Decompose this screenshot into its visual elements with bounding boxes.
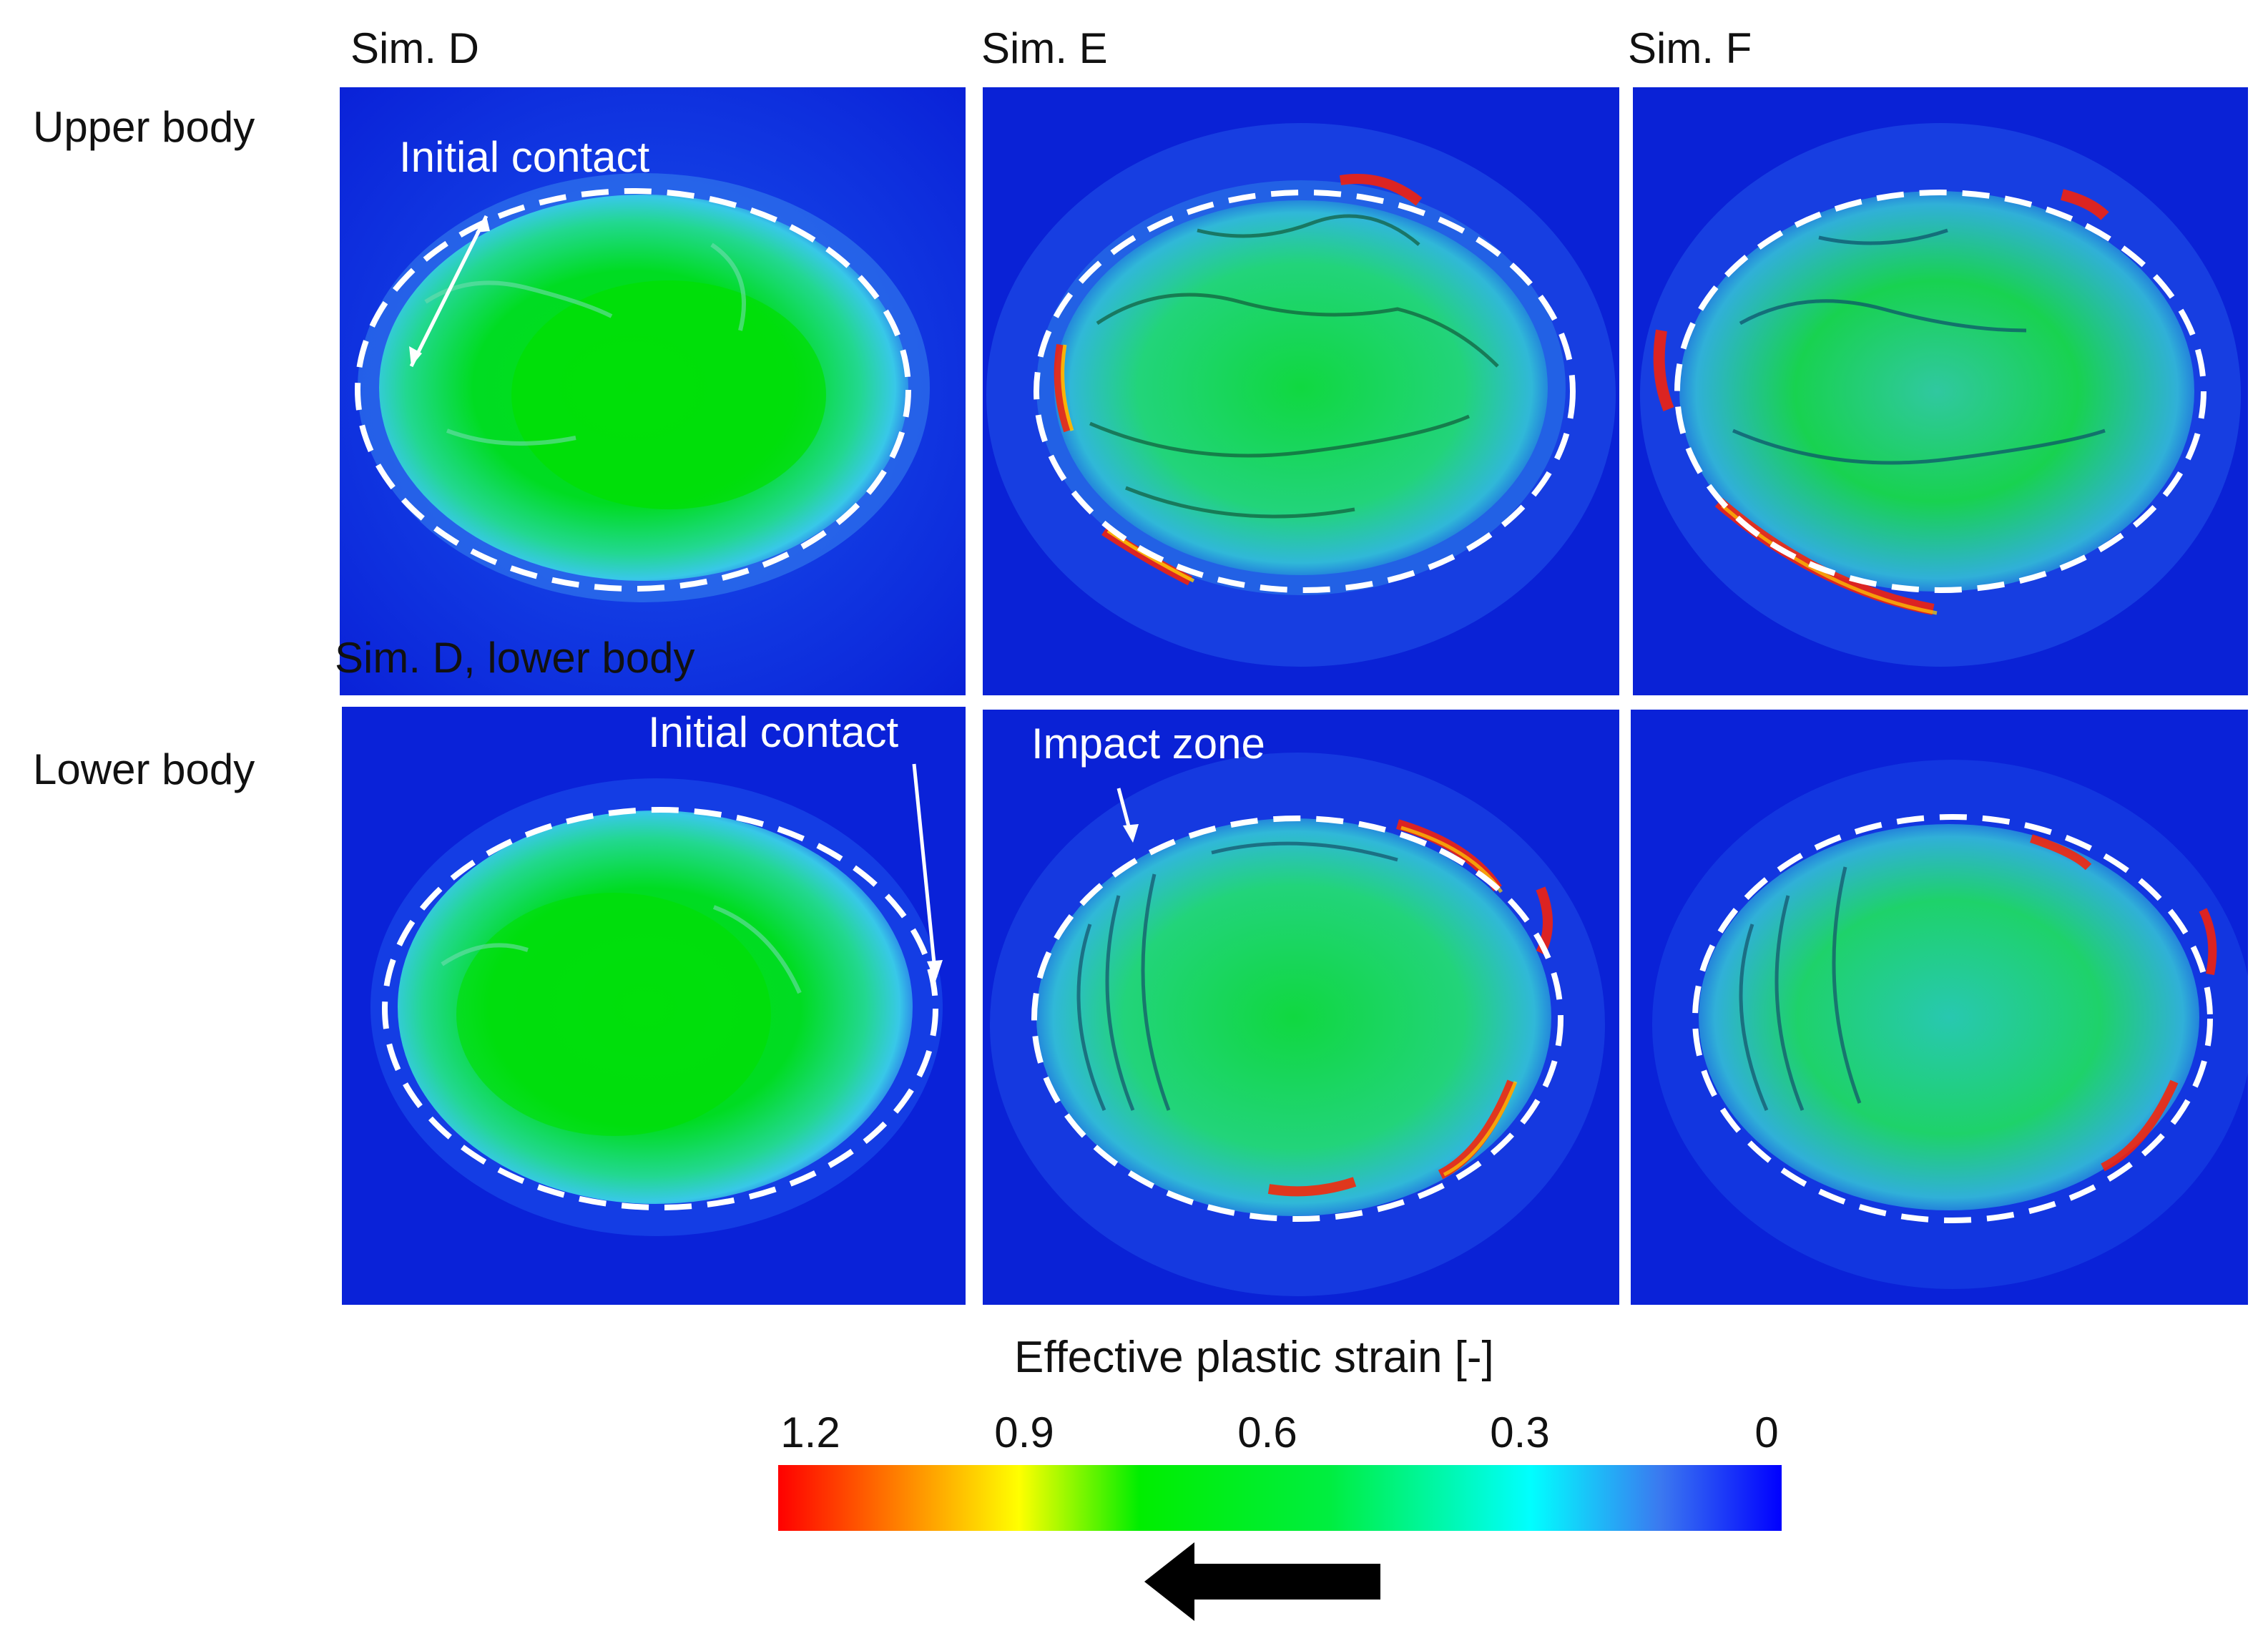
row-label-lower: Lower body bbox=[33, 745, 255, 793]
colorbar-tick-0-6: 0.6 bbox=[1237, 1409, 1297, 1456]
colorbar-tick-1-2: 1.2 bbox=[780, 1409, 840, 1456]
panel-upper-sim-d bbox=[340, 87, 966, 695]
panel-upper-sim-e bbox=[983, 87, 1619, 695]
panel-lower-sim-e bbox=[983, 710, 1619, 1305]
colorbar-title: Effective plastic strain [-] bbox=[1014, 1333, 1494, 1382]
colorbar bbox=[778, 1465, 1782, 1531]
annotation-impact-zone: Impact zone bbox=[1031, 720, 1265, 768]
colorbar-tick-0-3: 0.3 bbox=[1490, 1409, 1550, 1456]
annotation-sim-d-lower-body: Sim. D, lower body bbox=[335, 634, 695, 682]
panel-lower-sim-f bbox=[1631, 710, 2248, 1305]
annotation-initial-contact-lower: Initial contact bbox=[648, 708, 899, 756]
column-header-sim-e: Sim. E bbox=[981, 24, 1108, 72]
column-header-sim-d: Sim. D bbox=[350, 24, 479, 72]
left-arrow-icon bbox=[1144, 1542, 1380, 1621]
column-header-sim-f: Sim. F bbox=[1628, 24, 1752, 72]
colorbar-tick-0: 0 bbox=[1754, 1409, 1779, 1456]
row-label-upper: Upper body bbox=[33, 103, 255, 151]
colorbar-tick-0-9: 0.9 bbox=[994, 1409, 1054, 1456]
panel-lower-sim-d bbox=[342, 707, 966, 1305]
panel-upper-sim-f bbox=[1633, 87, 2248, 695]
annotation-initial-contact-upper: Initial contact bbox=[399, 133, 650, 181]
